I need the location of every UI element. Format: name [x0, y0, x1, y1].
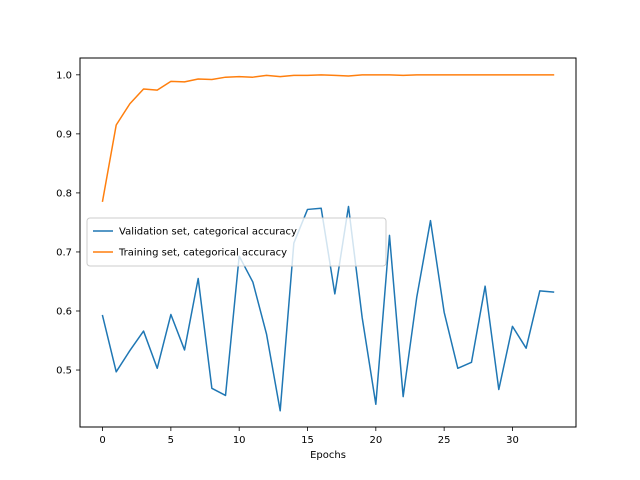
y-tick-label: 0.5 [56, 366, 72, 377]
legend-box [86, 217, 387, 267]
y-tick-label: 0.9 [56, 129, 72, 140]
x-tick-label: 20 [369, 435, 382, 446]
x-tick-label: 5 [168, 435, 174, 446]
y-axis-ticks: 0.5 0.6 0.7 0.8 0.9 1.0 [56, 70, 80, 377]
x-tick-label: 15 [301, 435, 314, 446]
legend-label: Training set, categorical accuracy [118, 248, 287, 259]
x-tick-label: 10 [233, 435, 246, 446]
x-tick-label: 0 [99, 435, 105, 446]
x-tick-label: 25 [438, 435, 451, 446]
y-tick-label: 1.0 [56, 70, 72, 81]
y-tick-label: 0.7 [56, 247, 72, 258]
y-tick-label: 0.6 [56, 306, 72, 317]
legend-label: Validation set, categorical accuracy [119, 227, 297, 238]
x-tick-label: 30 [506, 435, 519, 446]
y-tick-label: 0.8 [56, 188, 72, 199]
x-axis-ticks: 0 5 10 15 20 25 30 [99, 427, 519, 446]
series-line-1 [101, 74, 555, 203]
legend: Validation set, categorical accuracy Trai… [86, 217, 387, 267]
x-axis-label: Epochs [310, 450, 346, 461]
axes-frame [79, 57, 577, 428]
